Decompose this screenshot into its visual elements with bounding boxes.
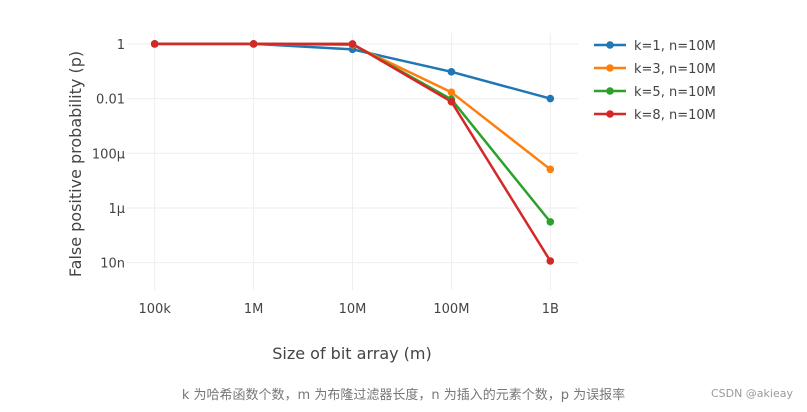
- chart: 100k 1M 10M 100M 1B 1 0.01 100μ 1μ 10n k=1, n=10…: [66, 33, 716, 363]
- watermark: CSDN @akieay: [710, 387, 793, 400]
- figure-caption: k 为哈希函数个数，m 为布隆过滤器长度，n 为插入的元素个数，p 为误报率: [181, 388, 626, 403]
- y-tick-label: 1: [117, 38, 125, 53]
- y-axis-ticks: 1 0.01 100μ 1μ 10n: [92, 38, 125, 272]
- y-tick-label: 100μ: [92, 147, 125, 162]
- legend-swatch-marker: [606, 110, 614, 118]
- data-point-series-4: [447, 97, 456, 106]
- data-point-series-2: [546, 165, 555, 174]
- legend-label: k=3, n=10M: [634, 62, 716, 77]
- x-tick-label: 1M: [244, 302, 264, 317]
- x-tick-label: 100k: [139, 302, 172, 317]
- data-point-series-1: [546, 94, 555, 103]
- y-axis-title: False positive probability (p): [66, 51, 85, 277]
- legend-label: k=8, n=10M: [634, 108, 716, 123]
- x-tick-label: 100M: [433, 302, 469, 317]
- y-tick-label: 1μ: [108, 202, 125, 217]
- legend-swatch-marker: [606, 64, 614, 72]
- data-point-series-1: [447, 68, 456, 76]
- legend-label: k=5, n=10M: [634, 85, 716, 100]
- y-tick-label: 10n: [100, 257, 125, 272]
- legend-label: k=1, n=10M: [634, 39, 716, 54]
- legend-swatch-marker: [606, 87, 614, 95]
- x-tick-label: 10M: [339, 302, 367, 317]
- y-tick-label: 0.01: [96, 93, 125, 108]
- data-point-series-2: [447, 88, 456, 97]
- data-point-series-3: [546, 218, 555, 226]
- x-axis-ticks: 100k 1M 10M 100M 1B: [139, 302, 559, 317]
- x-tick-label: 1B: [542, 302, 559, 317]
- legend: k=1, n=10M k=3, n=10M k=5, n=10M k=8, n=10M: [594, 39, 716, 123]
- data-point-series-4: [150, 40, 159, 48]
- data-point-series-4: [249, 40, 258, 48]
- data-point-series-4: [546, 257, 555, 265]
- legend-swatch-marker: [606, 41, 614, 49]
- x-axis-title: Size of bit array (m): [272, 344, 432, 363]
- data-point-series-4: [348, 40, 357, 48]
- grid: [127, 33, 578, 290]
- series-lines: [150, 40, 555, 265]
